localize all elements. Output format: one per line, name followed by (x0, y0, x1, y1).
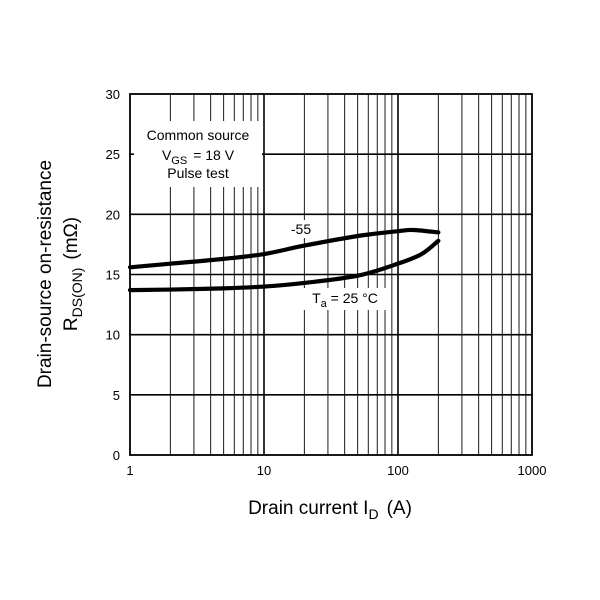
x-tick-label: 1 (126, 463, 133, 478)
x-tick-label: 10 (257, 463, 271, 478)
curve-minus55 (127, 227, 441, 270)
series-label-25c: Ta = 25 °C (312, 290, 378, 310)
y-tick-label: 0 (113, 448, 120, 463)
plot-frame (129, 93, 533, 456)
x-tick-label: 1000 (518, 463, 547, 478)
y-tick-label: 15 (106, 268, 120, 283)
x-tick-label: 100 (387, 463, 409, 478)
label-25c-bg (300, 288, 390, 310)
y-tick-label: 10 (106, 328, 120, 343)
curve-25c (127, 238, 441, 293)
y-axis-title-line2: RDS(ON)(mΩ) (61, 217, 85, 331)
x-axis-title: Drain current ID (A) (248, 498, 412, 522)
y-axis-title-line1: Drain-source on-resistance (35, 160, 56, 388)
y-tick-label: 30 (106, 87, 120, 102)
curves (127, 227, 441, 293)
label-minus55-bg (286, 220, 316, 238)
conditions-line2: VGS = 18 V (162, 147, 235, 167)
y-tick-label: 25 (106, 147, 120, 162)
conditions-line3: Pulse test (167, 165, 229, 181)
series-label-minus55: -55 (291, 221, 311, 237)
conditions-line1: Common source (147, 127, 250, 143)
y-axis-title: Drain-source on-resistance RDS(ON)(mΩ) (35, 160, 85, 388)
conditions-box (134, 121, 262, 187)
y-tick-label: 20 (106, 207, 120, 222)
tick-labels: 1 10 100 1000 0 5 10 15 20 25 30 (106, 87, 547, 478)
y-tick-label: 5 (113, 388, 120, 403)
